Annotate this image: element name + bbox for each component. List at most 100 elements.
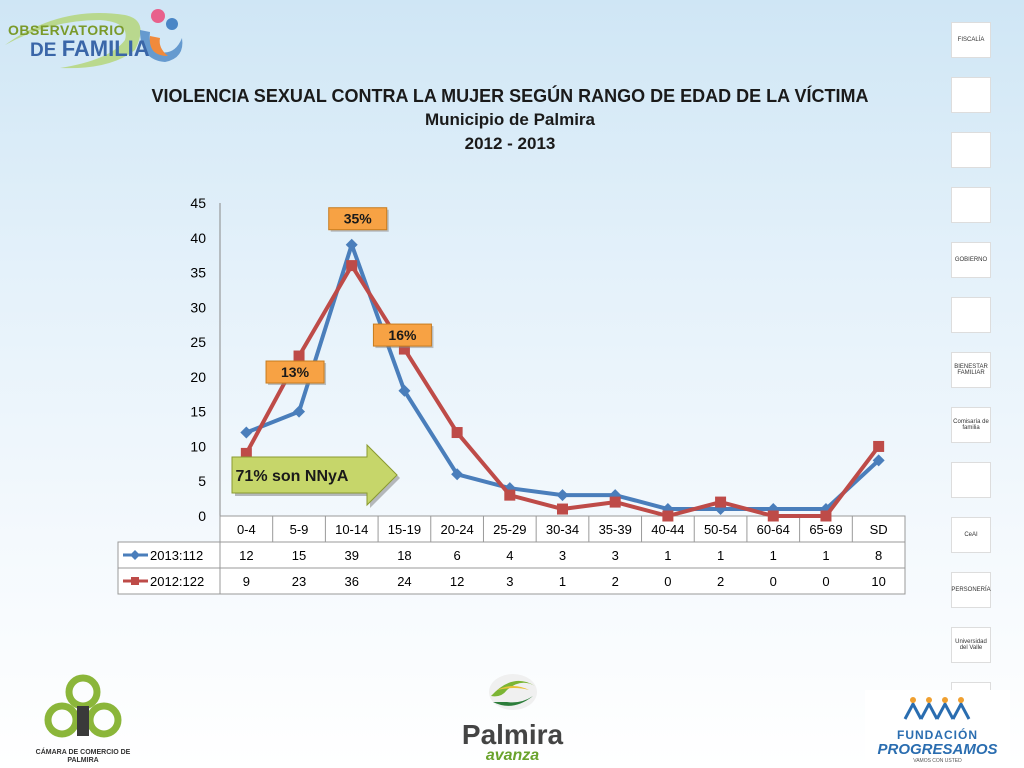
institution-logos-column: FISCALÍA GOBIERNO BIENESTAR FAMILIAR Comisa… (948, 22, 994, 737)
data-table-value: 9 (243, 574, 250, 589)
data-table-value: 8 (875, 548, 882, 563)
data-table-value: 23 (292, 574, 306, 589)
y-tick-label: 30 (190, 299, 206, 315)
personeria-logo: PERSONERÍA (951, 572, 991, 608)
logo-text-de: DE (30, 40, 62, 61)
data-point (872, 454, 885, 467)
callout-box (372, 323, 432, 347)
x-tick-label: SD (870, 522, 888, 537)
data-table-value: 1 (822, 548, 829, 563)
data-table-value: 1 (770, 548, 777, 563)
y-tick-label: 10 (190, 438, 206, 454)
data-table-value: 3 (506, 574, 513, 589)
x-tick-label: 40-44 (651, 522, 684, 537)
vamos-text: VAMOS CON USTED (913, 758, 962, 764)
legend-key-marker (131, 577, 139, 585)
callout-box (328, 207, 388, 231)
avanza-text: avanza (485, 747, 540, 764)
ceai-logo: CeAI (951, 517, 991, 553)
policia-logo (951, 77, 991, 113)
data-point (820, 510, 832, 522)
x-tick-label: 15-19 (388, 522, 421, 537)
data-point (873, 440, 885, 452)
fundacion-text: FUNDACIÓN (897, 728, 978, 742)
palmira-text: Palmira (461, 719, 564, 750)
data-table-value: 24 (397, 574, 411, 589)
x-tick-label: 65-69 (809, 522, 842, 537)
x-tick-label: 35-39 (599, 522, 632, 537)
callout-label: 35% (344, 211, 373, 227)
data-table-value: 1 (717, 548, 724, 563)
data-point (504, 489, 516, 501)
data-point (451, 427, 463, 439)
legend-key-marker (130, 550, 140, 560)
data-table-value: 0 (664, 574, 671, 589)
data-point (240, 426, 253, 439)
data-table-value: 36 (344, 574, 358, 589)
chart-subtitle-years: 2012 - 2013 (464, 134, 556, 153)
data-table-value: 15 (292, 548, 306, 563)
table-row-2013:112 (117, 541, 906, 569)
data-table-value: 2 (717, 574, 724, 589)
data-table-value: 6 (453, 548, 460, 563)
data-point (767, 510, 779, 522)
y-tick-label: 35 (190, 265, 206, 281)
series-name-label: 2013:112 (150, 548, 203, 563)
callout-label: 16% (388, 327, 417, 343)
data-table-value: 1 (559, 574, 566, 589)
data-table-value: 4 (506, 548, 513, 563)
gobierno-logo: GOBIERNO (951, 242, 991, 278)
data-table-value: 12 (450, 574, 464, 589)
data-point (346, 260, 358, 272)
casa-justicia-logo (951, 462, 991, 498)
y-tick-label: 45 (190, 195, 206, 211)
palmira-swirl-icon (488, 674, 537, 710)
fundacion-progresamos-logo: FUNDACIÓN PROGRESAMOS VAMOS CON USTED (865, 690, 1010, 768)
data-point (240, 447, 252, 459)
data-point (609, 496, 621, 508)
y-tick-label: 5 (198, 473, 206, 489)
data-point (293, 350, 305, 362)
logo-text-observatorio: OBSERVATORIO (8, 22, 125, 38)
series-name-label: 2012:122 (150, 574, 204, 589)
camara-comercio-label: CÁMARA DE COMERCIO DE PALMIRA (35, 749, 131, 764)
y-tick-label: 20 (190, 369, 206, 385)
medicina-legal-logo (951, 187, 991, 223)
x-tick-label: 30-34 (546, 522, 579, 537)
y-tick-label: 15 (190, 404, 206, 420)
y-tick-label: 25 (190, 334, 206, 350)
x-tick-label: 50-54 (704, 522, 737, 537)
chart-title: VIOLENCIA SEXUAL CONTRA LA MUJER SEGÚN R… (151, 86, 869, 106)
data-table-value: 12 (239, 548, 253, 563)
logo-text-familia-word: FAMILIA (61, 36, 150, 61)
comisaria-familia-logo: Comisaría de familia (951, 407, 991, 443)
data-table-value: 39 (344, 548, 358, 563)
table-row-2012:122 (117, 567, 906, 595)
x-tick-label: 25-29 (493, 522, 526, 537)
y-tick-label: 40 (190, 230, 206, 246)
data-table-value: 0 (822, 574, 829, 589)
chart-title-block: VIOLENCIA SEXUAL CONTRA LA MUJER SEGÚN R… (100, 84, 920, 156)
data-point (715, 496, 727, 508)
data-point (556, 489, 569, 502)
observatorio-swoosh-icon (5, 9, 183, 69)
y-tick-label: 0 (198, 508, 206, 524)
data-point (557, 503, 568, 515)
palmira-avanza-logo: Palmira avanza (455, 668, 570, 768)
camara-comercio-logo: CÁMARA DE COMERCIO DE PALMIRA (28, 672, 138, 767)
x-tick-label: 5-9 (290, 522, 309, 537)
progresamos-people-icon (903, 697, 971, 720)
x-tick-label: 60-64 (757, 522, 790, 537)
x-tick-label: 10-14 (335, 522, 368, 537)
observatorio-familia-logo: OBSERVATORIO DE FAMILIA (0, 0, 190, 75)
progresamos-text: PROGRESAMOS (877, 741, 998, 758)
univalle-logo: Universidad del Valle (951, 627, 991, 663)
data-table-value: 3 (612, 548, 619, 563)
chart-subtitle-municipio: Municipio de Palmira (424, 110, 596, 129)
data-table-value: 2 (612, 574, 619, 589)
data-table-value: 3 (559, 548, 566, 563)
data-table-value: 1 (664, 548, 671, 563)
x-tick-label: 20-24 (440, 522, 473, 537)
data-table-value: 10 (871, 574, 885, 589)
